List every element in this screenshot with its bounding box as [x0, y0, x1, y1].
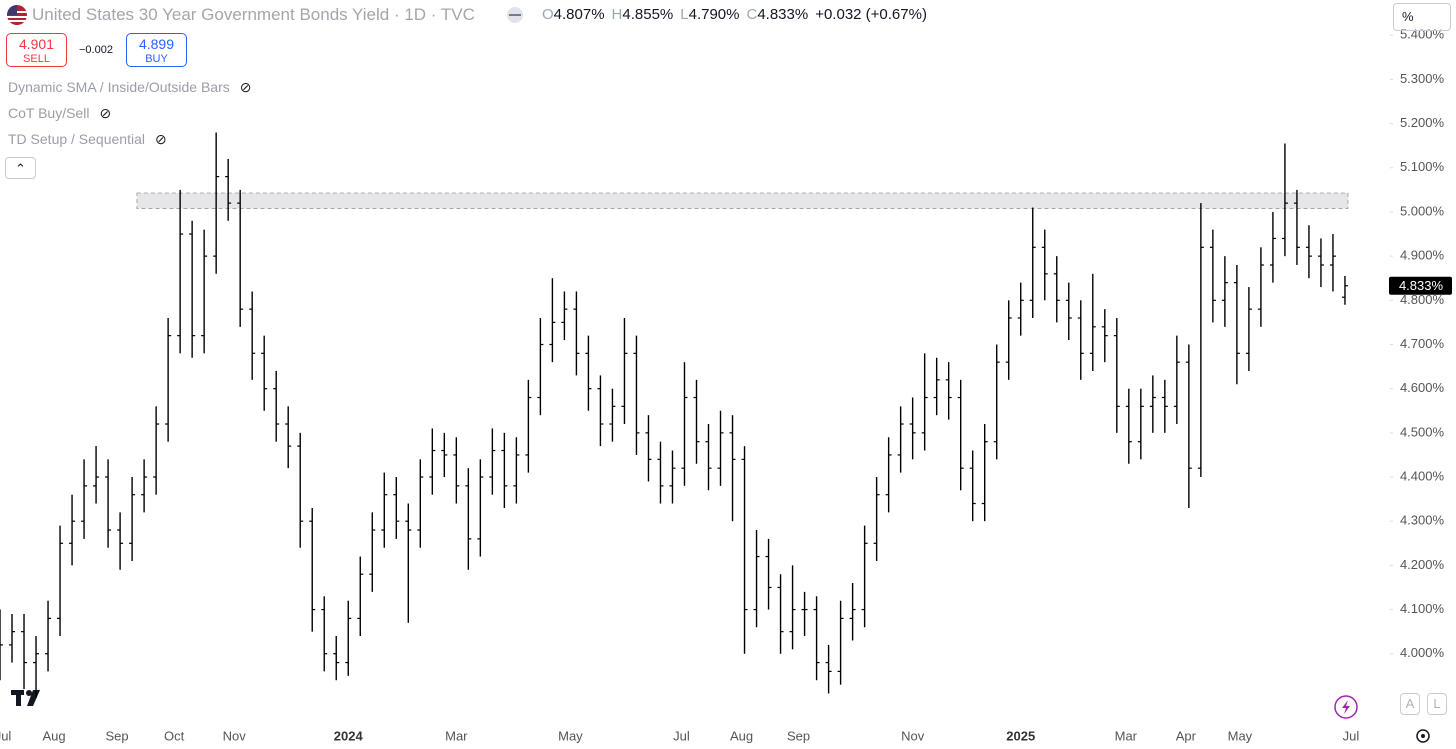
indicator-name: CoT Buy/Sell [8, 105, 90, 121]
change: +0.032 (+0.67%) [815, 6, 927, 23]
x-tick-label: Apr [1176, 728, 1197, 743]
y-tick-label: 4.200% [1400, 557, 1445, 572]
collapse-button[interactable]: ⌃ [5, 157, 36, 179]
hidden-eye: ⊘ [239, 79, 252, 95]
y-tick-label: 5.100% [1400, 159, 1445, 174]
settings-dot [1421, 734, 1425, 738]
resistance-zone [136, 192, 1349, 209]
ohlc-value: 4.833% [757, 6, 809, 23]
x-tick-label: Nov [901, 728, 925, 743]
y-tick-label: 4.500% [1400, 424, 1445, 439]
y-tick-label: 5.000% [1400, 203, 1445, 218]
x-tick-label: Sep [787, 728, 810, 743]
x-tick-label: Jul [673, 728, 690, 743]
bolt [1342, 700, 1350, 714]
y-tick-label: 4.400% [1400, 468, 1445, 483]
x-tick-label: 2025 [1006, 728, 1035, 743]
indicator: Dynamic SMA / Inside/Outside Bars ⊘ [8, 79, 252, 96]
y-tick-label: 4.000% [1400, 645, 1445, 660]
y-tick-label: 4.300% [1400, 513, 1445, 528]
settings-icon[interactable] [1416, 729, 1430, 743]
y-tick-label: 4.700% [1400, 336, 1445, 351]
ohlc-key: O [542, 6, 554, 23]
flag-icon [7, 5, 27, 25]
sell-button[interactable]: 4.901 SELL [6, 33, 67, 67]
buy-button[interactable]: 4.899 BUY [126, 33, 187, 67]
sell-price: 4.901 [18, 36, 55, 52]
buy-label: BUY [145, 53, 168, 65]
alert-icon[interactable] [1334, 695, 1358, 719]
log-scale-button[interactable]: L [1427, 693, 1447, 715]
x-tick-label: May [558, 728, 583, 743]
source: TVC [440, 5, 475, 24]
y-tick-label: 5.300% [1400, 71, 1445, 86]
y-tick-label: 5.200% [1400, 115, 1445, 130]
interval: 1D [404, 5, 427, 24]
x-tick-label: May [1228, 728, 1253, 743]
y-tick-label: 4.800% [1400, 292, 1445, 307]
indicator: TD Setup / Sequential ⊘ [8, 131, 167, 148]
title: United States 30 Year Government Bonds Y… [32, 5, 475, 24]
indicator: CoT Buy/Sell ⊘ [8, 105, 111, 122]
x-tick-label: Jul [0, 728, 11, 743]
buy-price: 4.899 [138, 36, 175, 52]
x-tick-label: Nov [223, 728, 247, 743]
y-tick-label: 4.100% [1400, 601, 1445, 616]
ohlc-key: L [680, 6, 689, 23]
indicator-name: TD Setup / Sequential [8, 131, 145, 147]
spread: −0.002 [79, 44, 113, 56]
ohlc-key: H [611, 6, 623, 23]
last-price-label: 4.833% [1399, 278, 1444, 293]
ohlc-legend: O4.807% H4.855% L4.790% C4.833% +0.032 (+0.6… [542, 6, 927, 23]
ohlc-value: 4.790% [688, 6, 740, 23]
unit-box[interactable]: % [1393, 3, 1451, 31]
x-tick-label: Oct [164, 728, 185, 743]
plot: 4.000% 4.100% 4.200% 4.300% 4.400% 4.500% 4.60… [0, 27, 1452, 743]
x-tick-label: 2024 [334, 728, 364, 743]
auto-scale-button[interactable]: A [1400, 693, 1420, 715]
ohlc-key: C [746, 6, 758, 23]
y-tick-label: 4.600% [1400, 380, 1445, 395]
x-tick-label: Sep [106, 728, 129, 743]
x-tick-label: Aug [42, 728, 65, 743]
x-tick-label: Jul [1343, 728, 1360, 743]
x-tick-label: Mar [445, 728, 468, 743]
y-tick-label: 4.900% [1400, 248, 1445, 263]
hidden-eye: ⊘ [154, 131, 167, 147]
symbol-title: United States 30 Year Government Bonds Y… [32, 5, 390, 24]
x-tick-label: Mar [1115, 728, 1138, 743]
tv-logo [11, 690, 40, 706]
x-tick-label: Aug [730, 728, 753, 743]
hidden-eye: ⊘ [99, 105, 112, 121]
sell-label: SELL [23, 53, 50, 65]
ohlc-value: 4.807% [553, 6, 605, 23]
ohlc-value: 4.855% [622, 6, 674, 23]
toggle-dash [509, 14, 521, 16]
last-price-tag [1389, 276, 1452, 295]
indicator-name: Dynamic SMA / Inside/Outside Bars [8, 79, 230, 95]
